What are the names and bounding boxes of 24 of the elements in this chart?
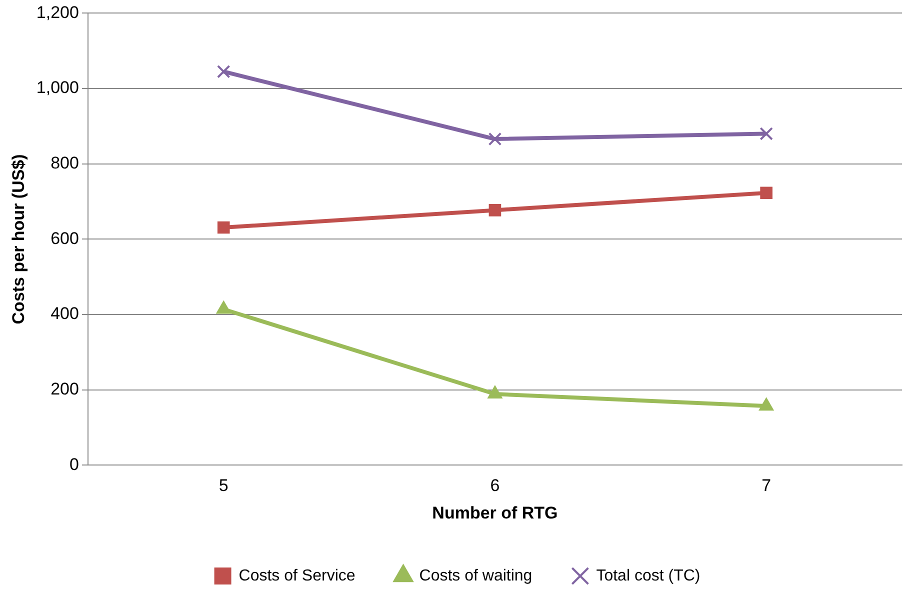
y-tick-label: 600 <box>50 228 79 248</box>
point <box>760 186 772 200</box>
y-tick-label: 0 <box>69 454 79 474</box>
legend-label: Costs of waiting <box>419 567 532 584</box>
point <box>488 386 502 399</box>
point <box>488 204 502 216</box>
legend-label: Total cost (TC) <box>596 567 700 584</box>
point <box>760 127 773 140</box>
point <box>758 398 774 411</box>
x-tick-label: 6 <box>490 476 500 496</box>
y-tick-label: 1,200 <box>36 2 79 22</box>
x-tick-label: 7 <box>762 476 772 496</box>
y-axis-title: Costs per hour (US$) <box>8 154 28 324</box>
x-axis-title: Number of RTG <box>432 503 558 522</box>
point <box>488 132 502 146</box>
y-tick-label: 800 <box>50 154 79 173</box>
point <box>216 300 232 314</box>
point <box>216 64 230 78</box>
point <box>217 221 230 234</box>
y-tick-label: 400 <box>50 304 79 324</box>
y-tick-label: 200 <box>50 380 79 399</box>
x-tick-label: 5 <box>218 476 228 496</box>
y-tick-label: 1,000 <box>36 78 79 98</box>
legend-label: Costs of Service <box>238 567 356 584</box>
